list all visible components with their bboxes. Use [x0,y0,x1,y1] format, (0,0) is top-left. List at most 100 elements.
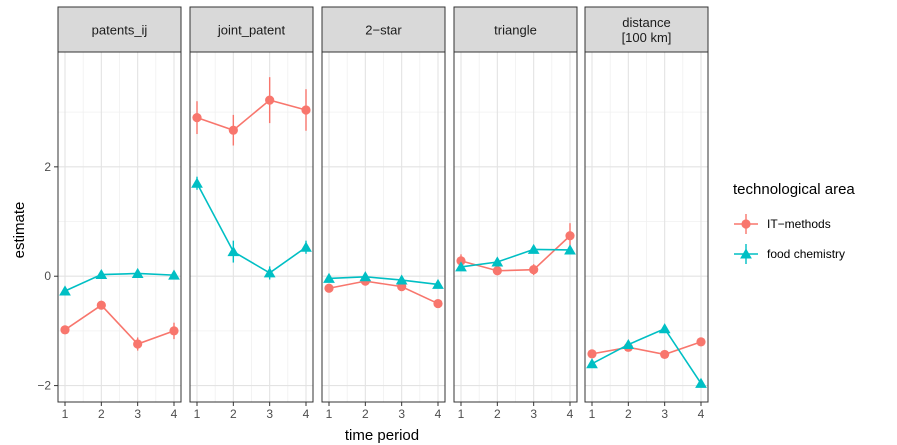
x-axis-title: time period [345,427,419,444]
data-point [564,244,576,255]
facet-label: distance [622,15,670,30]
data-point [456,256,466,266]
legend-label: food chemistry [767,247,845,261]
data-point [227,246,240,257]
facet-label: 2−star [365,23,402,38]
facet-label: joint_patent [217,23,286,38]
data-point [492,266,502,276]
series-line [328,275,439,286]
data-point [565,231,575,241]
series-line [460,248,571,268]
data-point [660,349,670,360]
y-tick-label: 0 [44,269,51,283]
data-point [527,243,540,254]
series-line [64,304,175,345]
legend-entries: IT−methods food chemistry [734,214,845,264]
data-point [300,241,312,252]
data-point [324,283,334,293]
panel-border [584,51,709,403]
x-tick-label: 1 [458,407,465,421]
series-line [196,182,307,274]
data-point [529,265,539,275]
data-point [95,268,108,280]
data-point [191,177,203,188]
x-tick-label: 3 [530,407,537,421]
x-tick-label: 2 [362,407,369,421]
data-point [169,326,179,336]
panel-border [321,51,446,403]
x-tick-label: 3 [661,407,668,421]
data-point [168,269,180,280]
y-axis: −2 0 2 [37,160,58,393]
facet-label: triangle [494,23,537,38]
facet-label: [100 km] [622,30,672,45]
x-tick-label: 2 [494,407,501,421]
x-tick-label: 3 [398,407,405,421]
legend-label: IT−methods [767,217,831,231]
data-point [301,105,311,115]
data-point [133,339,143,349]
panels-layer: patents_ij 1 2 3 4 joint_patent 1 2 3 4 2−star 1 2 3 4… [57,6,709,421]
data-point [432,278,444,289]
data-point [695,377,707,388]
data-point [455,261,467,272]
x-tick-label: 2 [625,407,632,421]
facet-panel: patents_ij 1 2 3 4 [57,6,182,421]
facet-label: patents_ij [92,23,148,38]
x-tick-label: 2 [98,407,105,421]
series-line [328,280,439,305]
data-point [586,358,598,369]
data-point [587,349,597,359]
data-point [265,95,275,105]
facet-strip [453,6,578,53]
series-line [460,235,571,272]
x-tick-label: 1 [589,407,596,421]
x-tick-label: 4 [567,407,574,421]
facet-strip [584,6,709,53]
y-tick-label: 2 [44,160,51,174]
data-point [359,271,372,282]
series-line [64,272,175,292]
legend-key-marker [741,219,751,229]
x-tick-label: 4 [303,407,310,421]
panel-border [57,51,182,403]
data-point [658,323,671,334]
x-tick-label: 3 [134,407,141,421]
x-tick-label: 3 [266,407,273,421]
x-tick-label: 1 [194,407,201,421]
legend-title: technological area [733,181,855,198]
data-point [263,267,276,278]
x-tick-label: 4 [171,407,178,421]
data-point [59,285,71,296]
data-point [433,298,443,309]
panel-border [453,51,578,403]
data-point [696,337,706,347]
x-tick-label: 4 [698,407,705,421]
legend-item: IT−methods [734,214,831,234]
facet-panel: 2−star 1 2 3 4 [321,6,446,421]
facet-strip [189,6,314,53]
legend-item: food chemistry [734,244,845,264]
data-point [192,113,202,123]
series-line [591,341,702,356]
facet-panel: distance[100 km] 1 2 3 4 [584,6,709,421]
data-point [323,272,335,283]
x-tick-label: 2 [230,407,237,421]
x-tick-label: 1 [326,407,333,421]
x-tick-label: 4 [435,407,442,421]
series-line [196,99,307,132]
data-point [131,267,144,278]
data-point [228,125,238,135]
data-point [622,338,635,350]
data-point [491,256,504,267]
panel-border [189,51,314,403]
data-point [96,300,106,310]
data-point [60,325,70,335]
facet-panel: triangle 1 2 3 4 [453,6,578,421]
legend: technological area IT−methods food chemis… [733,181,855,264]
facet-strip [57,6,182,53]
data-point [395,274,408,285]
facet-panel: joint_patent 1 2 3 4 [189,6,314,421]
y-tick-label: −2 [37,379,51,393]
